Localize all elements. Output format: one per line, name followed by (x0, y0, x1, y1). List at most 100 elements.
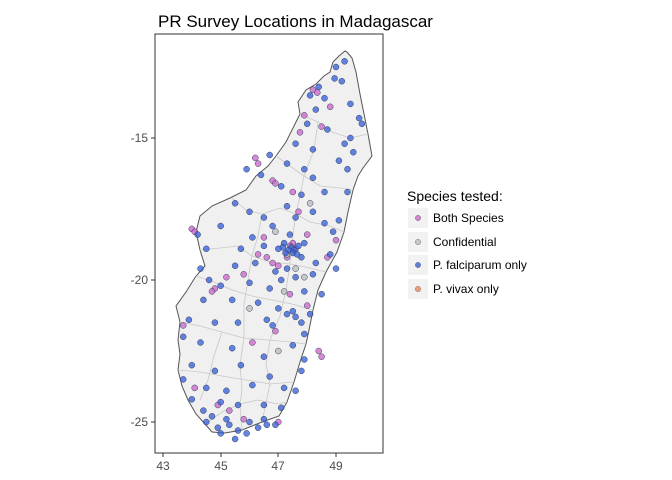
survey-point-p-falciparum-only (301, 165, 308, 173)
survey-point-p-falciparum-only (226, 421, 233, 429)
survey-point-confidential (280, 288, 288, 295)
region-boundary (195, 275, 314, 311)
survey-point-p-falciparum-only (214, 424, 222, 431)
legend-item-p-falciparum-only: P. falciparum only (408, 255, 527, 275)
madagascar-landmass (175, 50, 373, 434)
survey-point-both-species (332, 236, 340, 244)
legend-label: P. vivax only (433, 282, 499, 296)
y-axis: -15 -20 -25 (131, 131, 155, 429)
survey-point-both-species (263, 254, 271, 261)
survey-point-both-species (326, 103, 334, 111)
survey-point-p-falciparum-only (326, 251, 334, 258)
survey-point-both-species (303, 231, 311, 238)
legend-swatch (415, 286, 421, 292)
survey-point-p-falciparum-only (252, 259, 259, 267)
survey-point-p-falciparum-only (350, 148, 357, 156)
survey-point-p-falciparum-only (228, 296, 236, 304)
survey-point-p-falciparum-only (246, 418, 253, 426)
survey-point-p-falciparum-only (272, 268, 279, 275)
survey-point-p-falciparum-only (272, 421, 279, 429)
survey-point-p-falciparum-only (292, 214, 299, 221)
legend-title: Species tested: (407, 188, 503, 204)
x-tick-label: 47 (271, 459, 285, 473)
survey-point-p-falciparum-only (203, 418, 210, 426)
region-boundary (295, 121, 319, 215)
survey-point-p-falciparum-only (257, 171, 265, 179)
x-tick-label: 43 (156, 459, 170, 473)
survey-point-p-falciparum-only (234, 427, 242, 434)
survey-point-p-falciparum-only (301, 330, 308, 338)
survey-point-p-falciparum-only (243, 165, 250, 173)
survey-point-p-falciparum-only (217, 430, 224, 437)
region-boundary (239, 213, 263, 431)
survey-point-both-species (252, 154, 259, 162)
map-panel (154, 33, 384, 454)
survey-point-p-falciparum-only (234, 319, 242, 326)
region-boundary (177, 369, 295, 385)
survey-point-p-falciparum-only (292, 387, 299, 395)
survey-point-p-falciparum-only (355, 114, 363, 122)
survey-point-p-falciparum-only (298, 319, 305, 326)
survey-point-p-falciparum-only (194, 231, 201, 238)
survey-point-p-falciparum-only (358, 120, 366, 128)
survey-point-p-falciparum-only (282, 249, 289, 257)
survey-point-p-falciparum-only (217, 222, 224, 230)
survey-point-p-falciparum-only (254, 424, 262, 431)
survey-point-p-falciparum-only (179, 333, 187, 341)
survey-point-p-falciparum-only (344, 165, 351, 173)
survey-point-p-falciparum-only (283, 310, 291, 318)
survey-point-p-falciparum-only (237, 245, 245, 253)
survey-point-p-falciparum-only (298, 191, 305, 199)
survey-point-p-falciparum-only (231, 200, 239, 207)
survey-point-p-falciparum-only (309, 174, 317, 182)
survey-point-p-falciparum-only (331, 75, 338, 82)
survey-point-both-species (179, 322, 187, 329)
x-tick-label: 49 (329, 459, 343, 473)
survey-point-p-falciparum-only (312, 106, 320, 113)
survey-point-both-species (296, 129, 304, 136)
survey-point-p-falciparum-only (341, 58, 348, 65)
survey-point-p-falciparum-only (203, 384, 210, 392)
survey-point-p-falciparum-only (280, 384, 288, 392)
legend-item-both-species: Both Species (408, 208, 504, 228)
survey-point-both-species (286, 290, 294, 298)
survey-point-p-falciparum-only (260, 353, 268, 360)
region-boundary (299, 113, 369, 139)
survey-point-p-falciparum-only (321, 188, 328, 196)
survey-point-p-falciparum-only (263, 316, 271, 324)
survey-point-p-falciparum-only (188, 396, 196, 403)
survey-point-p-falciparum-only (315, 83, 322, 91)
survey-point-p-falciparum-only (292, 273, 299, 281)
survey-point-both-species (295, 208, 302, 216)
survey-point-both-species (269, 259, 276, 267)
survey-point-both-species (272, 327, 279, 335)
survey-point-both-species (240, 271, 247, 278)
survey-point-p-falciparum-only (260, 214, 268, 221)
survey-point-confidential (301, 273, 308, 281)
survey-point-p-falciparum-only (306, 310, 314, 318)
survey-point-p-falciparum-only (197, 265, 204, 272)
survey-point-p-falciparum-only (179, 376, 187, 383)
survey-point-p-falciparum-only (205, 276, 213, 284)
survey-point-p-falciparum-only (347, 134, 354, 142)
survey-point-confidential (272, 228, 279, 235)
y-tick-label: -15 (131, 131, 149, 145)
survey-point-p-falciparum-only (260, 415, 268, 423)
survey-point-p-falciparum-only (312, 259, 320, 267)
survey-point-p-falciparum-only (275, 245, 282, 253)
survey-point-p-falciparum-only (266, 373, 273, 380)
survey-point-p-falciparum-only (185, 316, 193, 324)
survey-point-p-falciparum-only (335, 157, 343, 164)
survey-point-p-falciparum-only (266, 285, 273, 292)
survey-point-both-species (301, 112, 308, 119)
survey-point-both-species (314, 89, 321, 96)
survey-point-both-species (240, 415, 247, 423)
survey-point-p-falciparum-only (254, 299, 262, 306)
survey-point-p-falciparum-only (275, 305, 282, 312)
survey-point-p-falciparum-only (211, 319, 219, 326)
survey-point-p-falciparum-only (318, 290, 325, 298)
survey-point-p-falciparum-only (208, 413, 216, 420)
survey-point-confidential (292, 265, 299, 272)
survey-point-p-falciparum-only (332, 265, 340, 272)
